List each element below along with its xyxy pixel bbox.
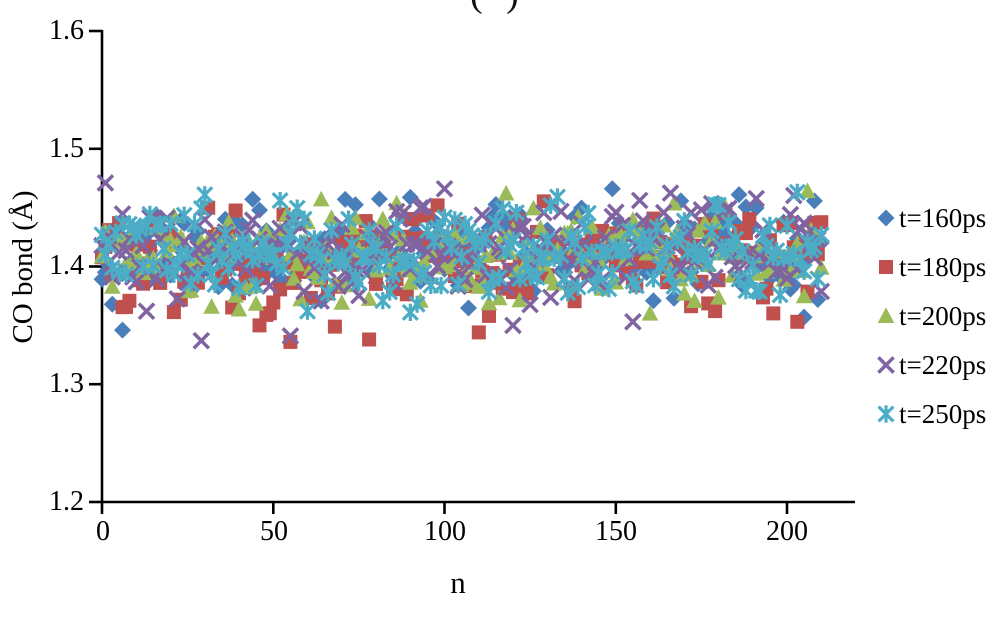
legend-label: t=160ps <box>899 203 987 233</box>
legend-item-t250ps: t=250ps <box>874 396 986 432</box>
legend: t=160ps t=180ps t=200ps t=220ps t=250ps <box>874 200 986 445</box>
y-tick-label-1-3: 1.3 <box>49 368 84 399</box>
legend-label: t=250ps <box>899 399 987 429</box>
asterisk-marker-icon <box>876 403 896 425</box>
x-axis-title: n <box>450 565 466 600</box>
legend-item-t200ps: t=200ps <box>874 298 986 334</box>
legend-label: t=200ps <box>899 301 987 331</box>
y-tick-label-1-6: 1.6 <box>49 15 84 46</box>
legend-label: t=220ps <box>899 350 987 380</box>
square-marker-icon <box>879 260 893 274</box>
x-marker-icon <box>876 355 896 375</box>
x-tick-label-100: 100 <box>424 516 466 547</box>
x-tick-label-0: 0 <box>96 516 110 547</box>
y-tick-label-1-2: 1.2 <box>49 486 84 517</box>
x-tick-label-200: 200 <box>766 516 808 547</box>
y-tick-label-1-4: 1.4 <box>49 250 84 281</box>
legend-item-t220ps: t=220ps <box>874 347 986 383</box>
x-tick-label-50: 50 <box>260 516 288 547</box>
y-tick-label-1-5: 1.5 <box>49 133 84 164</box>
legend-item-t160ps: t=160ps <box>874 200 986 236</box>
diamond-marker-icon <box>877 209 895 227</box>
figure-panel-label-partial: ( ) <box>470 0 526 16</box>
legend-label: t=180ps <box>899 252 987 282</box>
x-tick-label-150: 150 <box>595 516 637 547</box>
triangle-marker-icon <box>877 307 895 323</box>
legend-item-t180ps: t=180ps <box>874 249 986 285</box>
